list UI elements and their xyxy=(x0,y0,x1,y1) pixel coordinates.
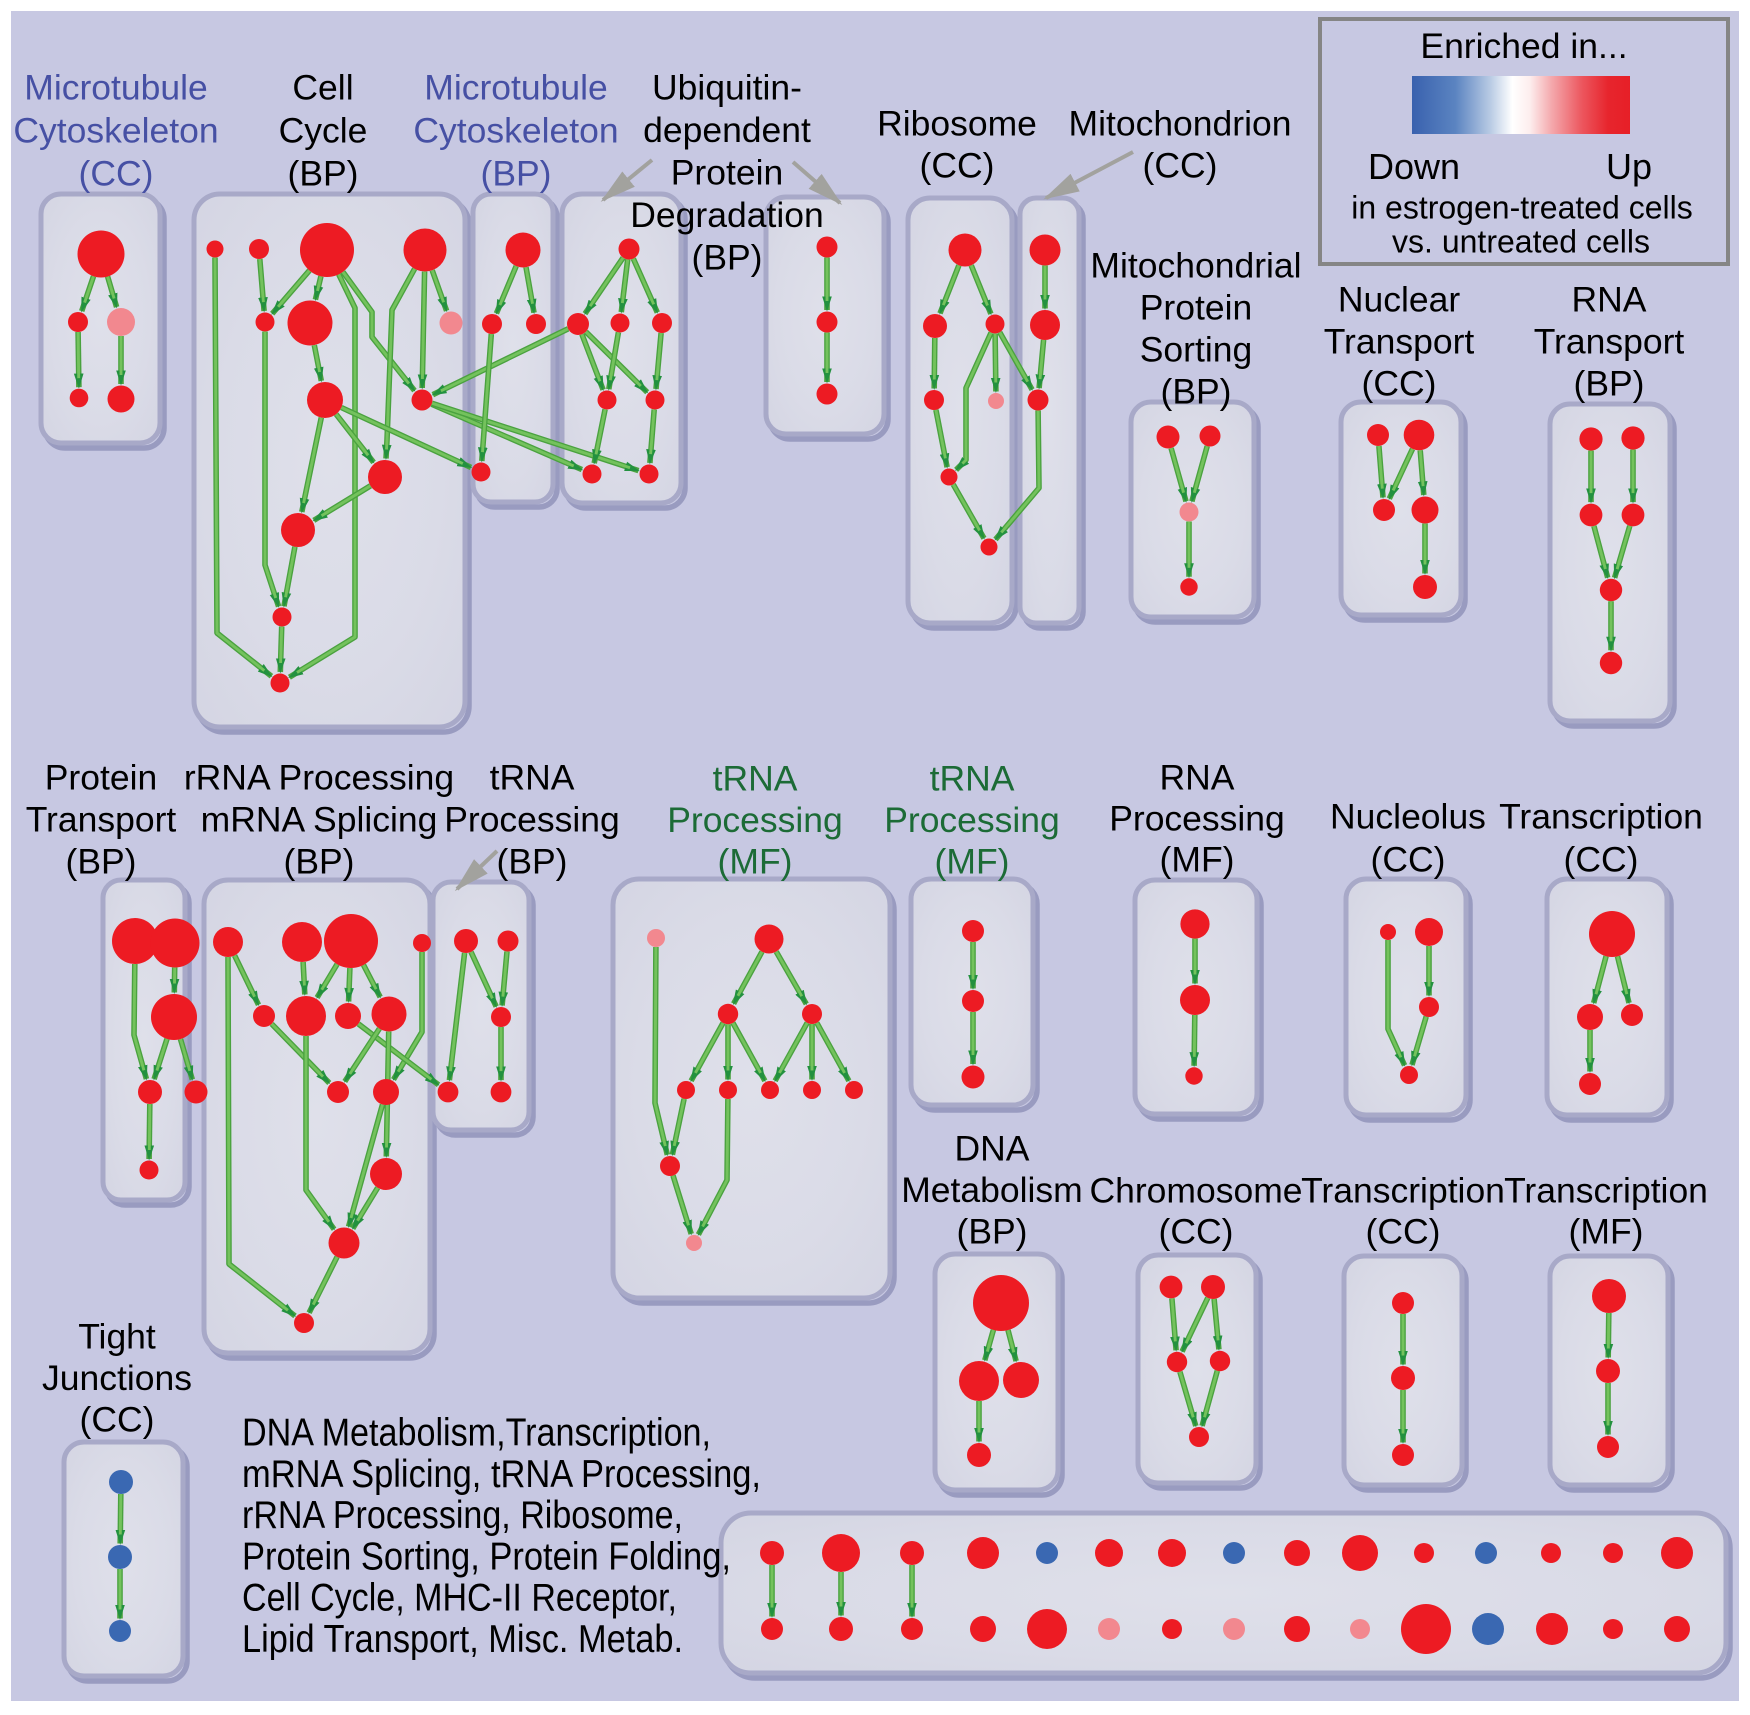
svg-text:Enriched in...: Enriched in... xyxy=(1420,26,1627,66)
svg-text:Transport: Transport xyxy=(1324,322,1475,362)
svg-text:Cell Cycle, MHC-II Receptor,: Cell Cycle, MHC-II Receptor, xyxy=(242,1577,677,1620)
svg-text:Processing: Processing xyxy=(667,800,843,840)
svg-text:(CC): (CC) xyxy=(1159,1212,1234,1252)
svg-text:Processing: Processing xyxy=(884,800,1060,840)
svg-text:mRNA Splicing, tRNA Processing: mRNA Splicing, tRNA Processing, xyxy=(242,1453,761,1496)
svg-text:(BP): (BP) xyxy=(481,154,552,194)
svg-text:(CC): (CC) xyxy=(1564,840,1639,880)
svg-text:Protein: Protein xyxy=(1140,288,1252,328)
svg-text:Cytoskeleton: Cytoskeleton xyxy=(413,111,618,151)
svg-text:DNA Metabolism,Transcription,: DNA Metabolism,Transcription, xyxy=(242,1412,711,1455)
svg-text:Mitochondrion: Mitochondrion xyxy=(1069,104,1292,144)
svg-text:Cell: Cell xyxy=(292,68,353,108)
svg-text:Nuclear: Nuclear xyxy=(1338,280,1461,320)
svg-text:Up: Up xyxy=(1606,146,1652,187)
svg-text:Transcription: Transcription xyxy=(1504,1171,1708,1211)
svg-text:Cytoskeleton: Cytoskeleton xyxy=(13,111,218,151)
svg-text:Microtubule: Microtubule xyxy=(424,68,608,108)
svg-text:Transcription: Transcription xyxy=(1301,1171,1505,1211)
svg-text:RNA: RNA xyxy=(1160,758,1235,798)
svg-text:Metabolism: Metabolism xyxy=(901,1170,1083,1210)
svg-text:(BP): (BP) xyxy=(497,842,568,882)
svg-text:mRNA Splicing: mRNA Splicing xyxy=(201,800,438,840)
svg-text:(MF): (MF) xyxy=(1569,1212,1644,1252)
svg-text:Chromosome: Chromosome xyxy=(1089,1171,1302,1211)
svg-text:Down: Down xyxy=(1368,146,1460,187)
svg-text:Mitochondrial: Mitochondrial xyxy=(1090,246,1301,286)
svg-text:Degradation: Degradation xyxy=(630,195,823,235)
svg-text:Transcription: Transcription xyxy=(1499,797,1703,837)
svg-text:(CC): (CC) xyxy=(1143,146,1218,186)
svg-text:vs. untreated cells: vs. untreated cells xyxy=(1392,224,1650,260)
svg-text:Sorting: Sorting xyxy=(1140,330,1252,370)
svg-text:(BP): (BP) xyxy=(66,842,137,882)
svg-text:(MF): (MF) xyxy=(935,842,1010,882)
svg-text:Protein: Protein xyxy=(45,758,157,798)
svg-text:Transport: Transport xyxy=(1534,322,1685,362)
svg-text:Ribosome: Ribosome xyxy=(877,104,1037,144)
svg-text:dependent: dependent xyxy=(643,110,811,150)
svg-text:(BP): (BP) xyxy=(957,1212,1028,1252)
svg-text:tRNA: tRNA xyxy=(930,759,1015,799)
svg-text:Nucleolus: Nucleolus xyxy=(1330,797,1486,837)
svg-text:(MF): (MF) xyxy=(1160,840,1235,880)
svg-text:(BP): (BP) xyxy=(1574,364,1645,404)
svg-text:(BP): (BP) xyxy=(284,842,355,882)
svg-text:Processing: Processing xyxy=(1109,799,1285,839)
svg-text:(CC): (CC) xyxy=(1371,840,1446,880)
svg-text:DNA: DNA xyxy=(955,1129,1030,1169)
svg-text:tRNA: tRNA xyxy=(490,758,575,798)
svg-text:Tight: Tight xyxy=(78,1317,156,1357)
svg-text:Microtubule: Microtubule xyxy=(24,68,208,108)
svg-text:rRNA Processing, Ribosome,: rRNA Processing, Ribosome, xyxy=(242,1494,683,1537)
svg-text:(CC): (CC) xyxy=(1366,1212,1441,1252)
svg-text:(CC): (CC) xyxy=(1362,364,1437,404)
svg-text:(CC): (CC) xyxy=(79,154,154,194)
svg-text:RNA: RNA xyxy=(1572,280,1647,320)
svg-text:Cycle: Cycle xyxy=(279,111,368,151)
svg-text:Protein Sorting, Protein Foldi: Protein Sorting, Protein Folding, xyxy=(242,1535,731,1578)
svg-text:in estrogen-treated cells: in estrogen-treated cells xyxy=(1351,190,1693,226)
svg-text:(MF): (MF) xyxy=(718,842,793,882)
svg-text:Junctions: Junctions xyxy=(42,1358,192,1398)
svg-text:(CC): (CC) xyxy=(920,146,995,186)
svg-text:(BP): (BP) xyxy=(1161,372,1232,412)
svg-text:tRNA: tRNA xyxy=(713,759,798,799)
svg-text:(BP): (BP) xyxy=(692,238,763,278)
svg-text:Lipid Transport, Misc. Metab.: Lipid Transport, Misc. Metab. xyxy=(242,1618,683,1661)
svg-text:Ubiquitin-: Ubiquitin- xyxy=(652,68,802,108)
svg-text:Transport: Transport xyxy=(26,800,177,840)
svg-text:rRNA Processing: rRNA Processing xyxy=(184,758,454,798)
svg-text:Protein: Protein xyxy=(671,153,783,193)
svg-text:(BP): (BP) xyxy=(288,154,359,194)
svg-text:Processing: Processing xyxy=(444,800,620,840)
svg-text:(CC): (CC) xyxy=(80,1400,155,1440)
